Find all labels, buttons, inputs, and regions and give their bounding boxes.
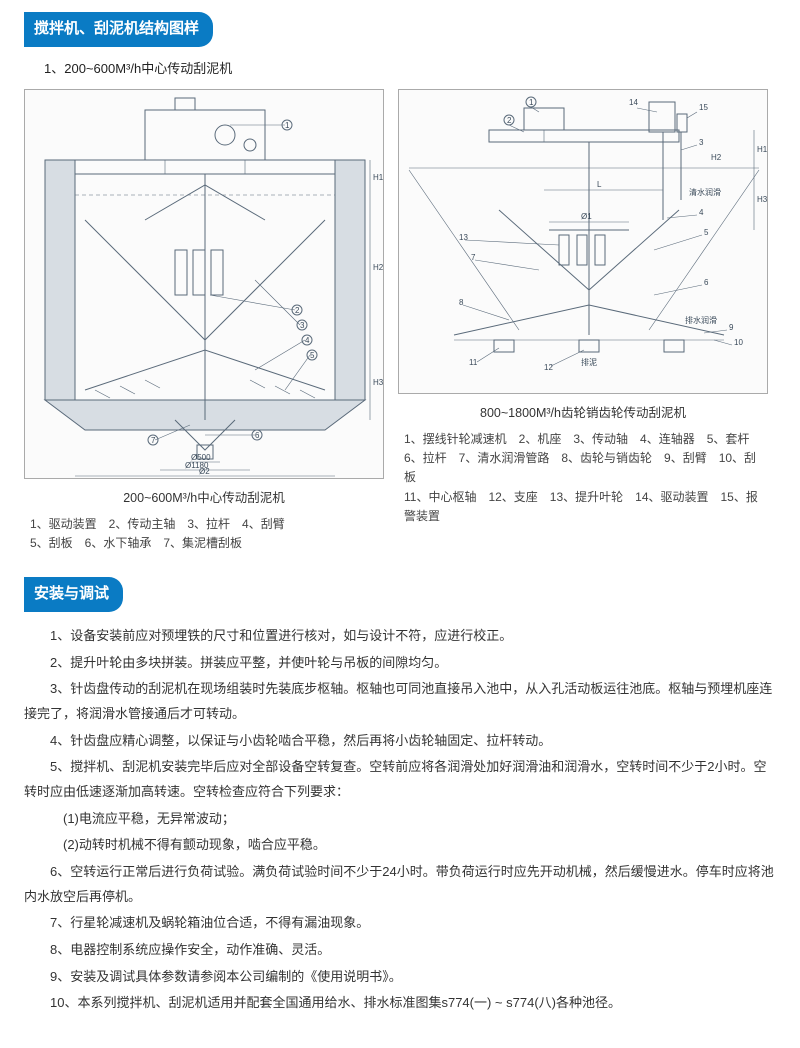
svg-text:H1: H1 (757, 145, 768, 154)
svg-text:10: 10 (734, 338, 743, 347)
section1-subtitle: 1、200~600M³/h中心传动刮泥机 (44, 57, 776, 82)
svg-text:5: 5 (704, 228, 709, 237)
install-p9: 9、安装及调试具体参数请参阅本公司编制的《使用说明书》。 (24, 965, 776, 990)
svg-text:清水润滑: 清水润滑 (689, 187, 721, 197)
svg-text:15: 15 (699, 103, 708, 112)
svg-text:排水润滑: 排水润滑 (685, 315, 717, 325)
svg-text:13: 13 (459, 233, 468, 242)
svg-text:5: 5 (310, 351, 315, 360)
install-p6: 6、空转运行正常后进行负荷试验。满负荷试验时间不少于24小时。带负荷运行时应先开… (24, 860, 776, 909)
svg-text:H3: H3 (373, 378, 384, 387)
install-p7: 7、行星轮减速机及蜗轮箱油位合适，不得有漏油现象。 (24, 911, 776, 936)
svg-text:12: 12 (544, 363, 553, 372)
left-diagram-legend: 1、驱动装置 2、传动主轴 3、拉杆 4、刮臂 5、刮板 6、水下轴承 7、集泥… (24, 515, 384, 553)
svg-text:排泥: 排泥 (581, 357, 597, 367)
svg-text:Ø2: Ø2 (199, 467, 210, 476)
svg-text:14: 14 (629, 98, 638, 107)
section2-header: 安装与调试 (24, 577, 123, 612)
install-p5a: (1)电流应平稳，无异常波动； (24, 807, 776, 832)
install-p5b: (2)动转时机械不得有颤动现象，啮合应平稳。 (24, 833, 776, 858)
left-legend-1: 1、驱动装置 2、传动主轴 3、拉杆 4、刮臂 (30, 515, 378, 534)
section-structure: 搅拌机、刮泥机结构图样 1、200~600M³/h中心传动刮泥机 (24, 12, 776, 553)
left-diagram-block: 1 2 3 4 5 6 7 H1 H2 H3 Ø500 Ø1180 (24, 89, 384, 553)
svg-text:L: L (597, 180, 602, 189)
svg-text:H3: H3 (757, 195, 768, 204)
svg-text:1: 1 (285, 121, 290, 130)
svg-text:6: 6 (255, 431, 260, 440)
right-legend-3: 11、中心枢轴 12、支座 13、提升叶轮 14、驱动装置 15、报警装置 (404, 488, 762, 526)
left-diagram-caption: 200~600M³/h中心传动刮泥机 (24, 487, 384, 511)
install-p3: 3、针齿盘传动的刮泥机在现场组装时先装底步枢轴。枢轴也可同池直接吊入池中，从入孔… (24, 677, 776, 726)
section1-header: 搅拌机、刮泥机结构图样 (24, 12, 213, 47)
diagrams-row: 1 2 3 4 5 6 7 H1 H2 H3 Ø500 Ø1180 (24, 89, 776, 553)
left-legend-2: 5、刮板 6、水下轴承 7、集泥槽刮板 (30, 534, 378, 553)
install-p1: 1、设备安装前应对预埋铁的尺寸和位置进行核对，如与设计不符，应进行校正。 (24, 624, 776, 649)
svg-text:11: 11 (469, 358, 478, 367)
svg-text:1: 1 (529, 98, 534, 107)
right-diagram: L (398, 89, 768, 394)
svg-text:H1: H1 (373, 173, 384, 182)
install-p2: 2、提升叶轮由多块拼装。拼装应平整，并使叶轮与吊板的间隙均匀。 (24, 651, 776, 676)
svg-text:4: 4 (699, 208, 704, 217)
section-install: 安装与调试 1、设备安装前应对预埋铁的尺寸和位置进行核对，如与设计不符，应进行校… (24, 577, 776, 1016)
svg-text:Ø1: Ø1 (581, 212, 592, 221)
svg-text:7: 7 (471, 253, 476, 262)
install-p5: 5、搅拌机、刮泥机安装完毕后应对全部设备空转复查。空转前应将各润滑处加好润滑油和… (24, 755, 776, 804)
install-p10: 10、本系列搅拌机、刮泥机适用并配套全国通用给水、排水标准图集s774(一) ~… (24, 991, 776, 1016)
svg-text:3: 3 (699, 138, 704, 147)
left-diagram: 1 2 3 4 5 6 7 H1 H2 H3 Ø500 Ø1180 (24, 89, 384, 479)
svg-text:8: 8 (459, 298, 464, 307)
svg-text:6: 6 (704, 278, 709, 287)
right-legend-2: 6、拉杆 7、清水润滑管路 8、齿轮与销齿轮 9、刮臂 10、刮板 (404, 449, 762, 487)
svg-text:3: 3 (300, 321, 305, 330)
right-legend-1: 1、摆线针轮减速机 2、机座 3、传动轴 4、连轴器 5、套杆 (404, 430, 762, 449)
svg-text:H2: H2 (711, 153, 722, 162)
svg-text:7: 7 (151, 436, 156, 445)
right-diagram-caption: 800~1800M³/h齿轮销齿轮传动刮泥机 (398, 402, 768, 426)
right-diagram-legend: 1、摆线针轮减速机 2、机座 3、传动轴 4、连轴器 5、套杆 6、拉杆 7、清… (398, 430, 768, 526)
svg-text:4: 4 (305, 336, 310, 345)
right-diagram-block: L (398, 89, 768, 553)
install-p8: 8、电器控制系统应操作安全，动作准确、灵活。 (24, 938, 776, 963)
install-p4: 4、针齿盘应精心调整，以保证与小齿轮啮合平稳，然后再将小齿轮轴固定、拉杆转动。 (24, 729, 776, 754)
svg-text:H2: H2 (373, 263, 384, 272)
svg-text:9: 9 (729, 323, 734, 332)
svg-text:2: 2 (295, 306, 300, 315)
svg-text:2: 2 (507, 116, 512, 125)
install-body: 1、设备安装前应对预埋铁的尺寸和位置进行核对，如与设计不符，应进行校正。 2、提… (24, 624, 776, 1016)
